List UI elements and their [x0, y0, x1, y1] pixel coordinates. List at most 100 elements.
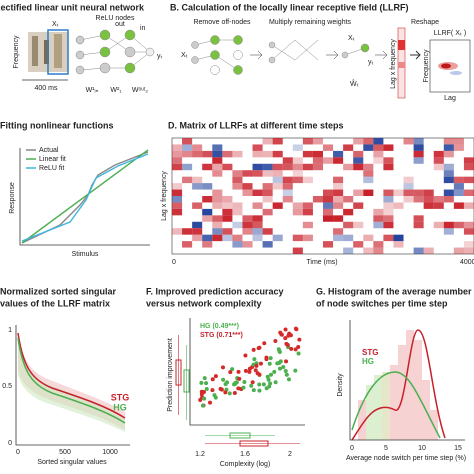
- heat-cell: [232, 221, 243, 229]
- scatter-dot: [243, 368, 248, 373]
- heat-cell: [383, 234, 394, 242]
- heat-cell: [333, 196, 344, 203]
- tick-label: 2: [288, 451, 292, 458]
- heat-cell: [272, 183, 283, 190]
- heat-cell: [312, 157, 323, 164]
- heat-cell: [292, 234, 303, 242]
- heat-cell: [282, 196, 293, 203]
- heat-cell: [192, 150, 203, 158]
- heat-cell: [463, 163, 474, 171]
- heat-cell: [323, 202, 334, 209]
- scatter-dot: [284, 372, 289, 377]
- scatter-dot: [252, 357, 257, 362]
- scatter-dot: [255, 371, 260, 376]
- scatter-dot: [241, 385, 246, 390]
- heat-cell: [252, 144, 263, 151]
- heat-cell: [262, 241, 273, 248]
- heat-cell: [242, 189, 253, 196]
- heat-cell: [413, 196, 424, 203]
- panel-title: B. Calculation of the locally linear rec…: [170, 2, 409, 12]
- scatter-dot: [285, 342, 290, 347]
- legend-label: Linear fit: [39, 156, 66, 163]
- heat-cell: [232, 241, 243, 248]
- scatter-dot: [281, 364, 286, 369]
- weight-label: Ŵₜ: [350, 79, 359, 88]
- heat-cell: [242, 215, 253, 222]
- scatter-dot: [286, 377, 291, 382]
- heat-cell: [252, 189, 263, 196]
- heat-cell: [272, 150, 283, 158]
- heat-cell: [443, 221, 454, 229]
- heat-cell: [383, 221, 394, 229]
- panel-title: Rectified linear unit neural network: [0, 2, 145, 12]
- scatter-dot: [293, 347, 298, 352]
- heat-cell: [222, 150, 233, 158]
- heat-cell: [212, 189, 223, 196]
- heat-cell: [302, 234, 313, 242]
- heat-cell: [192, 234, 203, 242]
- heat-cell: [433, 163, 444, 171]
- heat-cell: [363, 176, 374, 184]
- series-label: STG: [362, 348, 378, 357]
- heat-cell: [272, 138, 283, 145]
- axis-label: Frequency: [423, 49, 430, 83]
- heat-cell: [292, 208, 303, 216]
- output-label: yₜ: [368, 59, 374, 66]
- heat-cell: [383, 196, 394, 203]
- heat-cell: [463, 228, 474, 235]
- heat-cell: [373, 247, 384, 254]
- scatter-dot: [253, 368, 258, 373]
- heat-cell: [423, 196, 434, 203]
- scatter-dot: [213, 374, 218, 379]
- heat-cell: [222, 234, 233, 242]
- heat-cell: [172, 228, 183, 235]
- axis-label: Stimulus: [72, 251, 99, 258]
- heat-cell: [413, 150, 424, 158]
- heat-cell: [252, 221, 263, 229]
- heat-cell: [282, 163, 293, 171]
- heat-cell: [413, 138, 424, 145]
- network: [75, 29, 155, 75]
- heat-cell: [272, 176, 283, 184]
- tick-label: 1.2: [195, 451, 205, 458]
- series-label: HG: [113, 402, 127, 412]
- heat-cell: [383, 144, 394, 151]
- heat-cell: [302, 221, 313, 229]
- panel-title: Fitting nonlinear functions: [0, 120, 114, 130]
- heat-cell: [272, 170, 283, 177]
- tick-label: 0: [350, 445, 354, 452]
- heat-cell: [312, 163, 323, 171]
- heat-cell: [363, 189, 374, 196]
- heat-cell: [172, 150, 183, 158]
- scatter-dot: [198, 398, 203, 403]
- tick-label: 15: [454, 445, 462, 452]
- heat-cell: [182, 144, 193, 151]
- scatter-dot: [237, 376, 242, 381]
- heat-cell: [212, 196, 223, 203]
- heat-cell: [292, 176, 303, 184]
- heat-cell: [333, 176, 344, 184]
- scatter-dot: [242, 380, 247, 385]
- llrf-label: LLRF( Xₜ ): [434, 30, 466, 37]
- heat-cell: [242, 241, 253, 248]
- heat-cell: [333, 189, 344, 196]
- scatter-plot: [175, 318, 305, 447]
- heat-cell: [383, 163, 394, 171]
- heat-cell: [262, 189, 273, 196]
- heat-cell: [302, 138, 313, 145]
- weight-label: Wᵒᵘᵗ₂: [132, 87, 148, 94]
- heat-cell: [413, 215, 424, 222]
- scatter-dot: [277, 366, 282, 371]
- heat-cell: [453, 247, 464, 254]
- heat-cell: [172, 144, 183, 151]
- scatter-dot: [251, 388, 256, 393]
- heat-cell: [252, 202, 263, 209]
- heat-cell: [443, 189, 454, 196]
- scatter-dot: [202, 376, 207, 381]
- heat-cell: [202, 150, 213, 158]
- axis-label: Frequency: [13, 35, 20, 69]
- heat-cell: [463, 241, 474, 248]
- heat-cell: [182, 241, 193, 248]
- heat-cell: [272, 234, 283, 242]
